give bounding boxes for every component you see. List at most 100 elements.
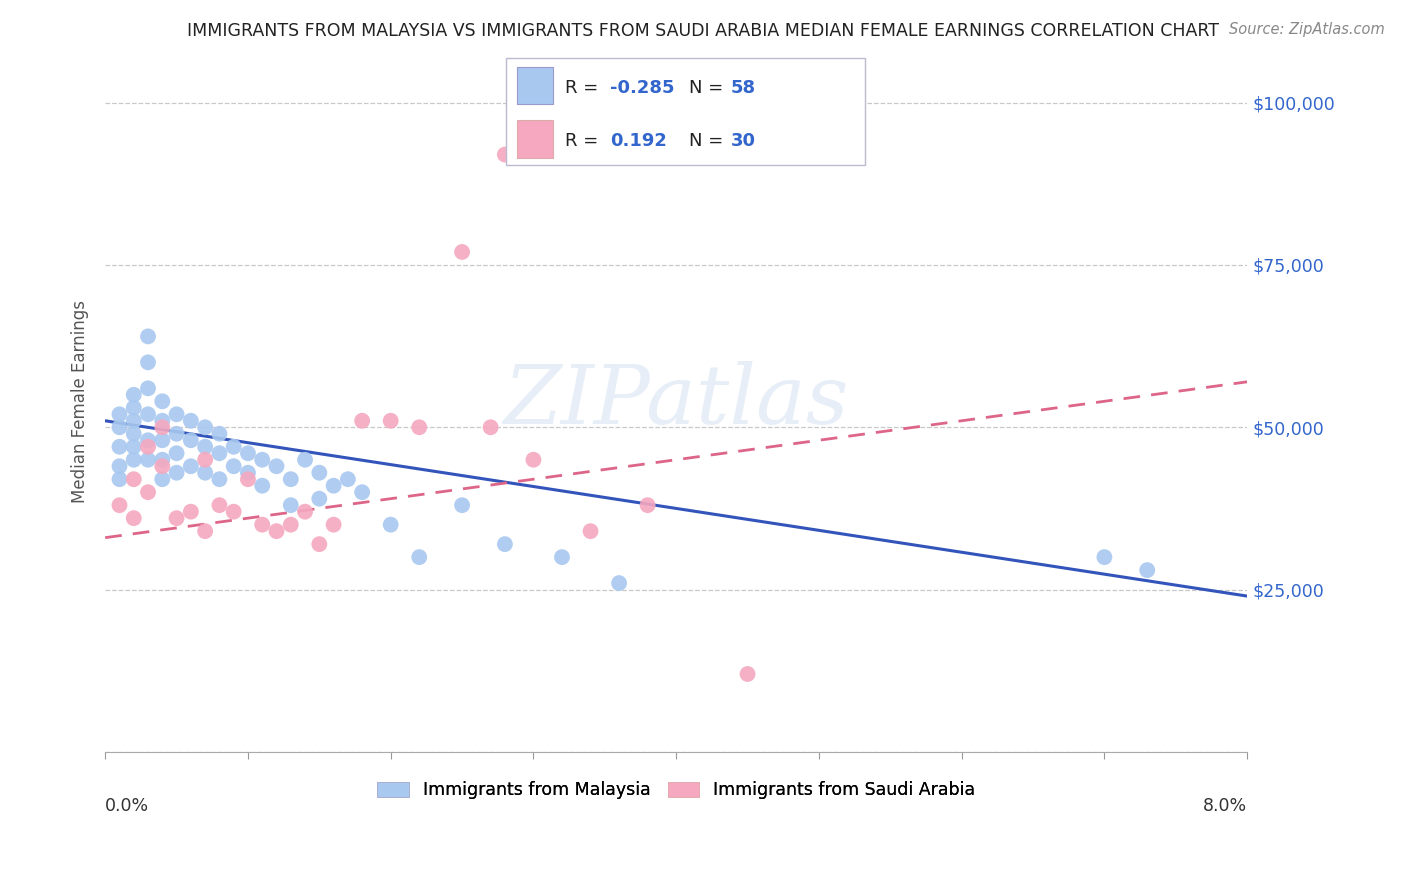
Point <box>280 517 302 532</box>
Point <box>522 452 544 467</box>
Point <box>194 466 217 480</box>
Point <box>194 440 217 454</box>
Text: R =: R = <box>565 133 610 151</box>
Point <box>108 407 131 421</box>
Point <box>136 485 159 500</box>
Point <box>336 472 359 486</box>
Point <box>236 446 259 460</box>
Point <box>180 414 202 428</box>
Point <box>280 498 302 512</box>
Point <box>136 434 159 448</box>
Point <box>308 466 330 480</box>
Point <box>122 401 145 415</box>
Point <box>308 537 330 551</box>
Point <box>208 426 231 441</box>
Point <box>579 524 602 538</box>
Point <box>194 524 217 538</box>
Point <box>294 505 316 519</box>
Point <box>551 550 574 565</box>
Text: 30: 30 <box>731 133 756 151</box>
Point <box>150 414 173 428</box>
Point <box>451 244 474 259</box>
Point <box>136 355 159 369</box>
Point <box>280 472 302 486</box>
Point <box>194 420 217 434</box>
Point <box>380 414 402 428</box>
Point <box>180 505 202 519</box>
Point <box>122 452 145 467</box>
Point <box>150 472 173 486</box>
Point <box>150 394 173 409</box>
Point <box>222 505 245 519</box>
Text: N =: N = <box>689 79 728 97</box>
Point <box>236 466 259 480</box>
Point <box>122 472 145 486</box>
Point <box>208 446 231 460</box>
Point <box>108 472 131 486</box>
Point <box>136 452 159 467</box>
Point <box>122 426 145 441</box>
Point <box>479 420 502 434</box>
Point <box>136 381 159 395</box>
Text: IMMIGRANTS FROM MALAYSIA VS IMMIGRANTS FROM SAUDI ARABIA MEDIAN FEMALE EARNINGS : IMMIGRANTS FROM MALAYSIA VS IMMIGRANTS F… <box>187 22 1219 40</box>
Text: 0.0%: 0.0% <box>105 797 149 815</box>
Text: R =: R = <box>565 79 605 97</box>
Text: ZIPatlas: ZIPatlas <box>503 361 849 442</box>
Point <box>494 537 516 551</box>
Point <box>252 479 274 493</box>
Point <box>136 440 159 454</box>
Text: 58: 58 <box>731 79 756 97</box>
Point <box>166 426 188 441</box>
Point <box>266 459 288 474</box>
Point <box>166 407 188 421</box>
Point <box>122 440 145 454</box>
Point <box>1092 550 1115 565</box>
Point <box>108 420 131 434</box>
Point <box>108 440 131 454</box>
Point <box>136 407 159 421</box>
Point <box>222 440 245 454</box>
Point <box>494 147 516 161</box>
Point <box>408 550 430 565</box>
Point <box>194 452 217 467</box>
Point <box>122 511 145 525</box>
Text: 0.192: 0.192 <box>610 133 666 151</box>
Point <box>166 511 188 525</box>
Point <box>108 498 131 512</box>
Point <box>166 446 188 460</box>
Text: 8.0%: 8.0% <box>1204 797 1247 815</box>
Point <box>150 434 173 448</box>
Point <box>607 576 630 591</box>
Point <box>451 498 474 512</box>
Point <box>150 452 173 467</box>
Point <box>380 517 402 532</box>
Point <box>266 524 288 538</box>
Point <box>150 459 173 474</box>
Y-axis label: Median Female Earnings: Median Female Earnings <box>72 300 89 503</box>
Point <box>352 414 374 428</box>
Point <box>408 420 430 434</box>
Text: Source: ZipAtlas.com: Source: ZipAtlas.com <box>1229 22 1385 37</box>
Text: -0.285: -0.285 <box>610 79 675 97</box>
Point <box>150 420 173 434</box>
Point <box>122 414 145 428</box>
Point <box>352 485 374 500</box>
Point <box>322 479 344 493</box>
Point <box>322 517 344 532</box>
Point <box>122 388 145 402</box>
Point <box>208 472 231 486</box>
Point <box>637 498 659 512</box>
Point <box>208 498 231 512</box>
Point <box>180 459 202 474</box>
Point <box>252 517 274 532</box>
Point <box>222 459 245 474</box>
Text: N =: N = <box>689 133 728 151</box>
Point <box>136 329 159 343</box>
Point <box>108 459 131 474</box>
Point <box>236 472 259 486</box>
Point <box>294 452 316 467</box>
Point <box>308 491 330 506</box>
Point <box>166 466 188 480</box>
Point <box>252 452 274 467</box>
Legend: Immigrants from Malaysia, Immigrants from Saudi Arabia: Immigrants from Malaysia, Immigrants fro… <box>370 774 981 806</box>
